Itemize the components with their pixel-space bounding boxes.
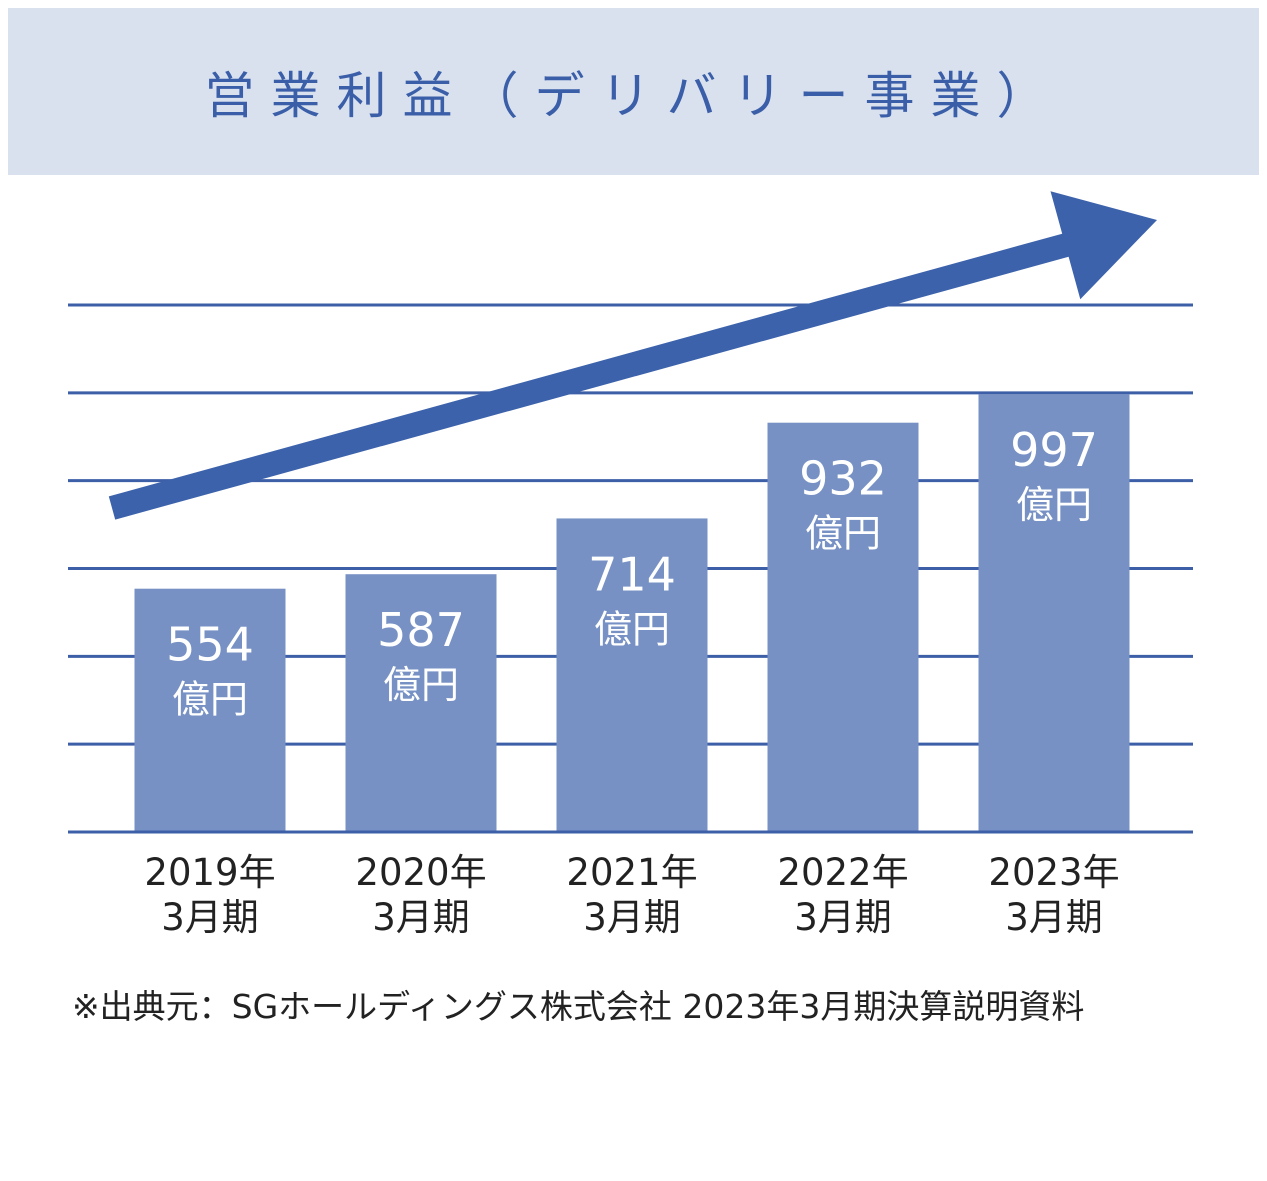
x-tick-label: 3月期 xyxy=(372,896,470,939)
bar xyxy=(345,574,497,832)
bar xyxy=(978,394,1130,832)
x-tick-label: 2019年 xyxy=(144,851,275,894)
x-tick-label: 2020年 xyxy=(355,851,486,894)
trend-arrow xyxy=(108,191,1157,520)
x-tick-label: 2021年 xyxy=(566,851,697,894)
source-note: ※出典元：SGホールディングス株式会社 2023年3月期決算説明資料 xyxy=(72,987,1085,1026)
bar xyxy=(556,518,708,832)
bar-value-label: 997 xyxy=(1010,423,1098,477)
x-tick-label: 2022年 xyxy=(777,851,908,894)
bar-chart: 554億円2019年3月期587億円2020年3月期714億円2021年3月期9… xyxy=(68,191,1193,939)
bar-unit-label: 億円 xyxy=(172,678,248,722)
x-tick-label: 3月期 xyxy=(1005,896,1103,939)
bar xyxy=(134,588,286,832)
bar-unit-label: 億円 xyxy=(805,512,881,556)
bar xyxy=(767,422,919,832)
bar-value-label: 932 xyxy=(799,452,887,506)
x-tick-label: 2023年 xyxy=(988,851,1119,894)
bar-value-label: 554 xyxy=(166,618,254,672)
bar-unit-label: 億円 xyxy=(383,663,459,707)
bar-value-label: 587 xyxy=(377,603,465,657)
x-tick-label: 3月期 xyxy=(583,896,681,939)
bar-unit-label: 億円 xyxy=(594,607,670,651)
chart-title-banner: 営業利益（デリバリー事業） xyxy=(8,8,1259,175)
x-tick-label: 3月期 xyxy=(794,896,892,939)
bar-unit-label: 億円 xyxy=(1016,483,1092,527)
x-tick-label: 3月期 xyxy=(161,896,259,939)
bar-value-label: 714 xyxy=(588,547,676,601)
chart-title: 営業利益（デリバリー事業） xyxy=(204,66,1063,125)
